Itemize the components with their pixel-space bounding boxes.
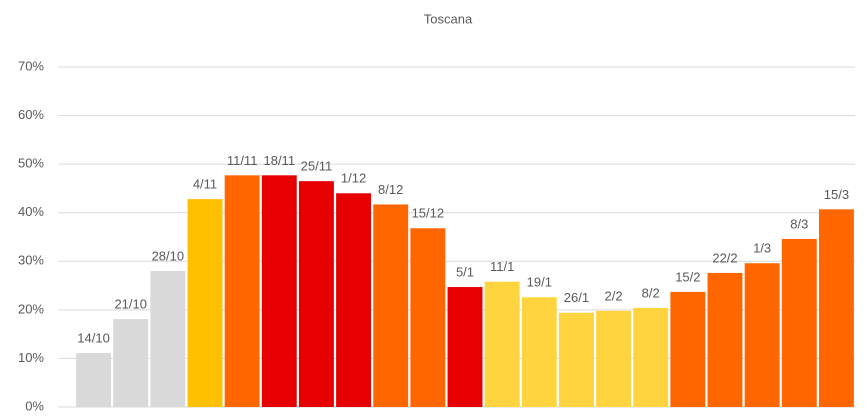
bar: [818, 209, 854, 407]
bar: [633, 307, 669, 407]
bar: [373, 204, 409, 407]
y-tick-label: 20%: [18, 301, 44, 316]
bar: [187, 199, 223, 407]
bar-label: 25/11: [301, 159, 333, 174]
bar: [447, 287, 483, 407]
chart-title: Toscana: [424, 11, 473, 26]
bar-label: 15/2: [675, 269, 700, 284]
bar-label: 18/11: [263, 153, 295, 168]
bar-label: 19/1: [527, 275, 552, 290]
bar: [261, 175, 297, 407]
bar: [596, 310, 632, 407]
bar-label: 15/3: [824, 187, 849, 202]
bar-label: 14/10: [77, 331, 110, 346]
bar-label: 8/12: [378, 182, 403, 197]
bar-label: 21/10: [114, 297, 147, 312]
bar-label: 26/1: [564, 290, 589, 305]
bar: [781, 238, 817, 407]
bar: [521, 297, 557, 407]
bar: [707, 272, 743, 407]
bar-label: 2/2: [605, 288, 623, 303]
y-tick-label: 30%: [18, 253, 44, 268]
bar: [76, 353, 112, 407]
y-tick-label: 0%: [25, 398, 44, 413]
bar-label: 15/12: [412, 206, 445, 221]
y-tick-label: 70%: [18, 58, 44, 73]
y-tick-label: 10%: [18, 350, 44, 365]
bar-label: 8/3: [790, 216, 808, 231]
y-tick-label: 60%: [18, 107, 44, 122]
bar: [150, 271, 186, 407]
bar: [224, 175, 260, 407]
y-tick-label: 40%: [18, 204, 44, 219]
bar-label: 4/11: [193, 177, 217, 192]
bar-label: 5/1: [456, 264, 474, 279]
bar: [113, 319, 149, 407]
bar: [298, 181, 334, 407]
bar: [744, 263, 780, 407]
bar-label: 28/10: [152, 248, 185, 263]
bar-label: 1/12: [341, 171, 366, 186]
y-tick-label: 50%: [18, 156, 44, 171]
bar: [484, 281, 520, 407]
bar: [336, 193, 372, 407]
bar-label: 1/3: [753, 241, 771, 256]
bar: [670, 291, 706, 407]
bar-label: 11/1: [490, 259, 514, 274]
bar-label: 11/11: [227, 153, 258, 168]
bar: [558, 312, 594, 407]
bar-label: 8/2: [642, 285, 660, 300]
bar: [410, 228, 446, 407]
bar-label: 22/2: [712, 250, 737, 265]
